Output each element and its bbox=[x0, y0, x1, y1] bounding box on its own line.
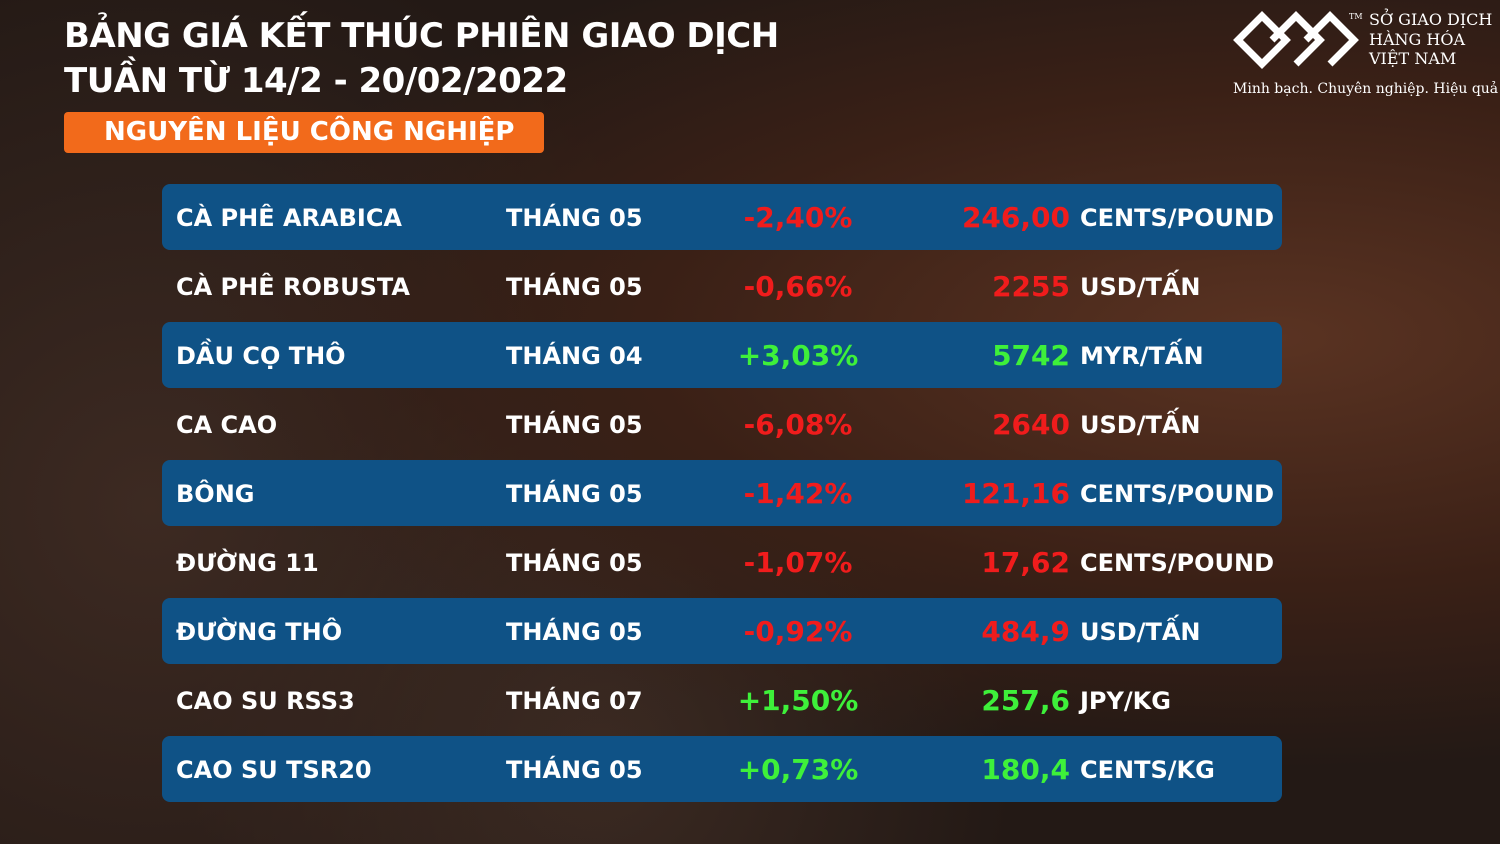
unit: CENTS/KG bbox=[1080, 756, 1215, 784]
logo-mark bbox=[1233, 11, 1359, 69]
commodity-name: CÀ PHÊ ROBUSTA bbox=[176, 273, 410, 301]
row-band bbox=[162, 598, 1282, 664]
contract-month: THÁNG 05 bbox=[506, 756, 643, 784]
contract-month: THÁNG 05 bbox=[506, 273, 643, 301]
price: 484,9 bbox=[981, 615, 1070, 648]
change-percent: -0,66% bbox=[743, 270, 853, 303]
unit: MYR/TẤN bbox=[1080, 342, 1204, 370]
contract-month: THÁNG 05 bbox=[506, 618, 643, 646]
title-line: BẢNG GIÁ KẾT THÚC PHIÊN GIAO DỊCH bbox=[64, 16, 779, 56]
contract-month: THÁNG 05 bbox=[506, 204, 643, 232]
logo-tm: TM bbox=[1349, 12, 1363, 21]
contract-month: THÁNG 07 bbox=[506, 687, 643, 715]
commodity-name: DẦU CỌ THÔ bbox=[176, 342, 346, 370]
logo-name: VIỆT NAM bbox=[1369, 49, 1457, 68]
contract-month: THÁNG 04 bbox=[506, 342, 643, 370]
change-percent: -6,08% bbox=[743, 408, 853, 441]
commodity-name: CÀ PHÊ ARABICA bbox=[176, 204, 403, 232]
change-percent: -1,07% bbox=[743, 546, 853, 579]
price: 246,00 bbox=[961, 201, 1070, 234]
logo-name: SỞ GIAO DỊCH bbox=[1369, 10, 1493, 29]
unit: USD/TẤN bbox=[1080, 618, 1201, 646]
change-percent: +1,50% bbox=[737, 684, 859, 717]
change-percent: -0,92% bbox=[743, 615, 853, 648]
commodity-name: CAO SU TSR20 bbox=[176, 756, 372, 784]
price: 5742 bbox=[992, 339, 1070, 372]
title-line: TUẦN TỪ 14/2 - 20/02/2022 bbox=[64, 61, 568, 101]
change-percent: +0,73% bbox=[737, 753, 859, 786]
commodity-name: ĐƯỜNG 11 bbox=[176, 549, 319, 577]
price: 2640 bbox=[992, 408, 1070, 441]
unit: CENTS/POUND bbox=[1080, 204, 1275, 232]
contract-month: THÁNG 05 bbox=[506, 411, 643, 439]
commodity-name: CA CAO bbox=[176, 411, 278, 439]
unit: JPY/KG bbox=[1080, 687, 1171, 715]
commodity-name: BÔNG bbox=[176, 480, 255, 508]
price: 2255 bbox=[992, 270, 1070, 303]
unit: USD/TẤN bbox=[1080, 411, 1201, 439]
price: 180,4 bbox=[981, 753, 1070, 786]
price: 17,62 bbox=[981, 546, 1070, 579]
price: 121,16 bbox=[961, 477, 1070, 510]
row-band bbox=[162, 736, 1282, 802]
unit: USD/TẤN bbox=[1080, 273, 1201, 301]
contract-month: THÁNG 05 bbox=[506, 549, 643, 577]
change-percent: -2,40% bbox=[743, 201, 853, 234]
logo-slogan: Minh bạch. Chuyên nghiệp. Hiệu quả bbox=[1233, 81, 1499, 97]
row-band bbox=[162, 184, 1282, 250]
commodity-name: CAO SU RSS3 bbox=[176, 687, 355, 715]
unit: CENTS/POUND bbox=[1080, 480, 1275, 508]
change-percent: -1,42% bbox=[743, 477, 853, 510]
unit: CENTS/POUND bbox=[1080, 549, 1275, 577]
row-band bbox=[162, 460, 1282, 526]
price: 257,6 bbox=[981, 684, 1070, 717]
row-band bbox=[162, 322, 1282, 388]
category-badge: NGUYÊN LIỆU CÔNG NGHIỆP bbox=[64, 112, 544, 153]
change-percent: +3,03% bbox=[737, 339, 859, 372]
logo-name: HÀNG HÓA bbox=[1369, 30, 1465, 49]
commodity-name: ĐƯỜNG THÔ bbox=[176, 618, 343, 646]
contract-month: THÁNG 05 bbox=[506, 480, 643, 508]
